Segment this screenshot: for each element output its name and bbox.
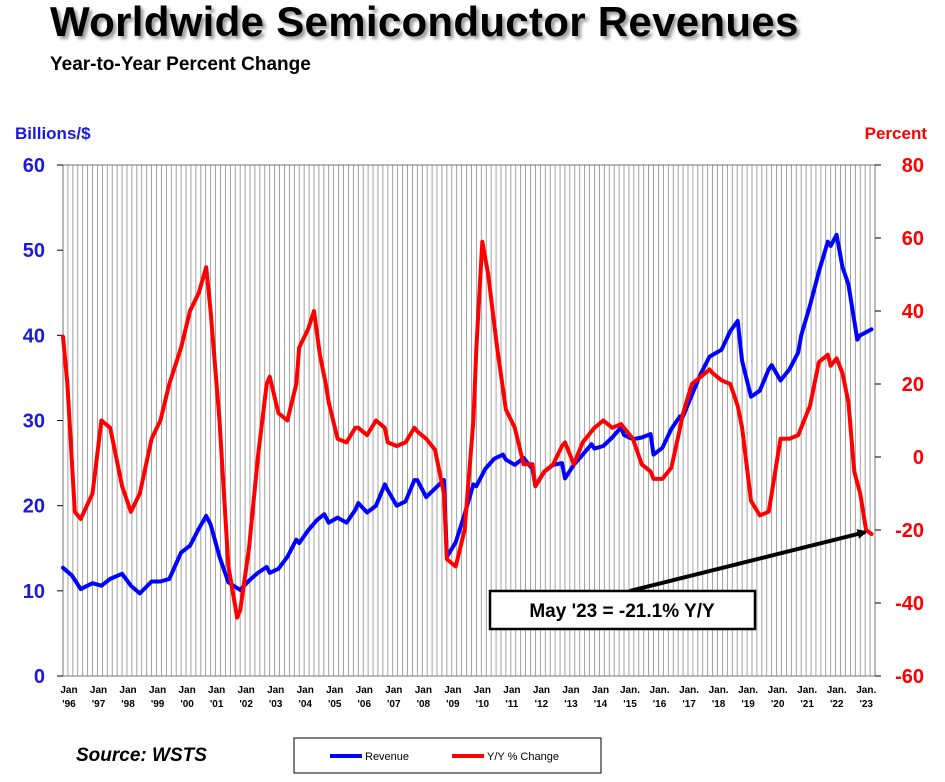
x-tick-label-month: Jan	[503, 685, 520, 696]
x-tick-label-month: Jan.	[797, 685, 817, 696]
x-tick-label-month: Jan	[208, 685, 225, 696]
x-tick-label-year: '03	[269, 699, 283, 710]
x-tick-label-month: Jan.	[856, 685, 876, 696]
x-tick-label-year: '16	[653, 699, 667, 710]
x-tick-label-year: '98	[121, 699, 135, 710]
yoy-change-line	[61, 239, 874, 620]
x-tick-label-year: '02	[239, 699, 253, 710]
x-tick-label-month: Jan	[592, 685, 609, 696]
x-tick-label-month: Jan.	[679, 685, 699, 696]
right-tick-label: 20	[902, 374, 924, 396]
x-tick-label-year: '15	[623, 699, 637, 710]
left-axis-label: Billions/$	[15, 124, 91, 143]
x-tick-label-month: Jan	[267, 685, 284, 696]
x-tick-label-month: Jan	[60, 685, 77, 696]
x-tick-label-year: '12	[535, 699, 549, 710]
x-tick-label-year: '14	[594, 699, 608, 710]
x-tick-label-year: '23	[859, 699, 873, 710]
right-tick-label: 40	[902, 301, 924, 323]
legend-label-revenue: Revenue	[365, 751, 409, 763]
annotation-arrow	[629, 529, 868, 593]
right-axis-label: Percent	[865, 124, 928, 143]
x-tick-label-year: '04	[298, 699, 312, 710]
x-tick-label-year: '13	[564, 699, 578, 710]
x-tick-label-month: Jan	[90, 685, 107, 696]
x-tick-label-year: '96	[62, 699, 76, 710]
x-tick-label-month: Jan.	[827, 685, 847, 696]
x-tick-label-year: '06	[358, 699, 372, 710]
x-tick-label-year: '22	[830, 699, 844, 710]
annotation-text: May '23 = -21.1% Y/Y	[529, 601, 715, 622]
revenue-line	[61, 232, 874, 596]
left-tick-label: 50	[23, 240, 45, 262]
x-tick-label-year: '20	[771, 699, 785, 710]
x-tick-label-month: Jan.	[768, 685, 788, 696]
legend-box	[293, 737, 602, 774]
x-tick-label-month: Jan	[149, 685, 166, 696]
x-tick-label-month: Jan	[297, 685, 314, 696]
x-tick-label-year: '05	[328, 699, 342, 710]
x-tick-label-month: Jan	[356, 685, 373, 696]
x-tick-label-year: '21	[800, 699, 814, 710]
x-tick-label-year: '10	[476, 699, 490, 710]
x-tick-label-year: '09	[446, 699, 460, 710]
x-tick-label-year: '11	[505, 699, 518, 710]
right-tick-label: 60	[902, 228, 924, 250]
x-tick-label-month: Jan	[119, 685, 136, 696]
x-tick-label-month: Jan.	[620, 685, 640, 696]
x-tick-label-year: '19	[741, 699, 755, 710]
annotation-box	[488, 589, 757, 631]
x-tick-label-month: Jan.	[650, 685, 670, 696]
left-tick-label: 0	[34, 666, 45, 688]
x-tick-label-year: '00	[180, 699, 194, 710]
x-tick-label-year: '99	[151, 699, 165, 710]
x-tick-label-month: Jan	[444, 685, 461, 696]
right-tick-label: 0	[913, 447, 924, 469]
source-note: Source: WSTS	[76, 745, 207, 766]
x-tick-label-year: '18	[712, 699, 726, 710]
right-tick-label: -60	[895, 666, 924, 688]
legend-label-yoy: Y/Y % Change	[487, 751, 559, 763]
left-tick-label: 40	[23, 325, 45, 347]
x-tick-label-year: '07	[387, 699, 401, 710]
left-tick-label: 20	[23, 496, 45, 518]
chart-subtitle: Year-to-Year Percent Change	[50, 54, 311, 75]
right-tick-label: -40	[895, 593, 924, 615]
x-tick-label-year: '97	[92, 699, 106, 710]
x-tick-label-year: '01	[210, 699, 224, 710]
left-tick-label: 60	[23, 155, 45, 177]
x-tick-label-month: Jan	[178, 685, 195, 696]
x-tick-label-month: Jan	[474, 685, 491, 696]
x-tick-label-month: Jan.	[738, 685, 758, 696]
x-tick-label-month: Jan	[533, 685, 550, 696]
x-tick-label-month: Jan.	[709, 685, 729, 696]
x-tick-label-month: Jan	[385, 685, 402, 696]
x-tick-label-year: '17	[682, 699, 696, 710]
left-tick-label: 10	[23, 581, 45, 603]
x-tick-label-month: Jan	[562, 685, 579, 696]
right-tick-label: -20	[895, 520, 924, 542]
x-tick-label-month: Jan	[326, 685, 343, 696]
left-tick-label: 30	[23, 411, 45, 433]
x-tick-label-month: Jan	[415, 685, 432, 696]
x-tick-label-month: Jan	[238, 685, 255, 696]
x-tick-label-year: '08	[417, 699, 431, 710]
right-tick-label: 80	[902, 155, 924, 177]
chart-title: Worldwide Semiconductor Revenues	[50, 0, 799, 45]
